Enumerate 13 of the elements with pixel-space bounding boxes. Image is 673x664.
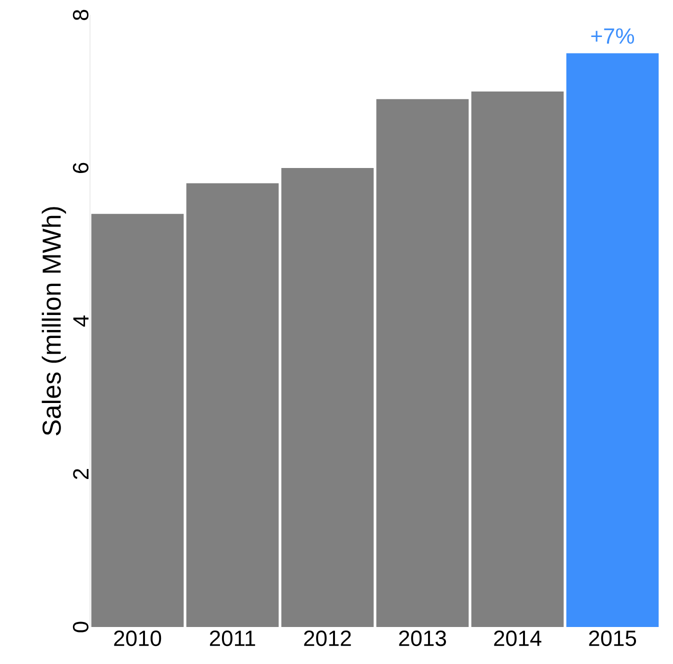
y-tick-label: 6 — [72, 162, 88, 173]
x-tick-label: 2015 — [589, 630, 636, 646]
x-tick-label: 2011 — [210, 630, 256, 646]
y-tick-label: 8 — [72, 10, 88, 20]
annotation: +7% — [591, 28, 634, 44]
x-tick-label: 2010 — [114, 630, 162, 646]
y-tick-label: 2 — [73, 468, 88, 479]
y-axis-title: Sales (million MWh) — [42, 207, 66, 436]
y-tick-label: 0 — [72, 622, 88, 632]
x-tick-label: 2012 — [304, 630, 351, 646]
y-tick-label: 4 — [73, 316, 88, 327]
x-tick-label: 2014 — [494, 630, 542, 646]
x-tick-label: 2013 — [399, 630, 446, 646]
